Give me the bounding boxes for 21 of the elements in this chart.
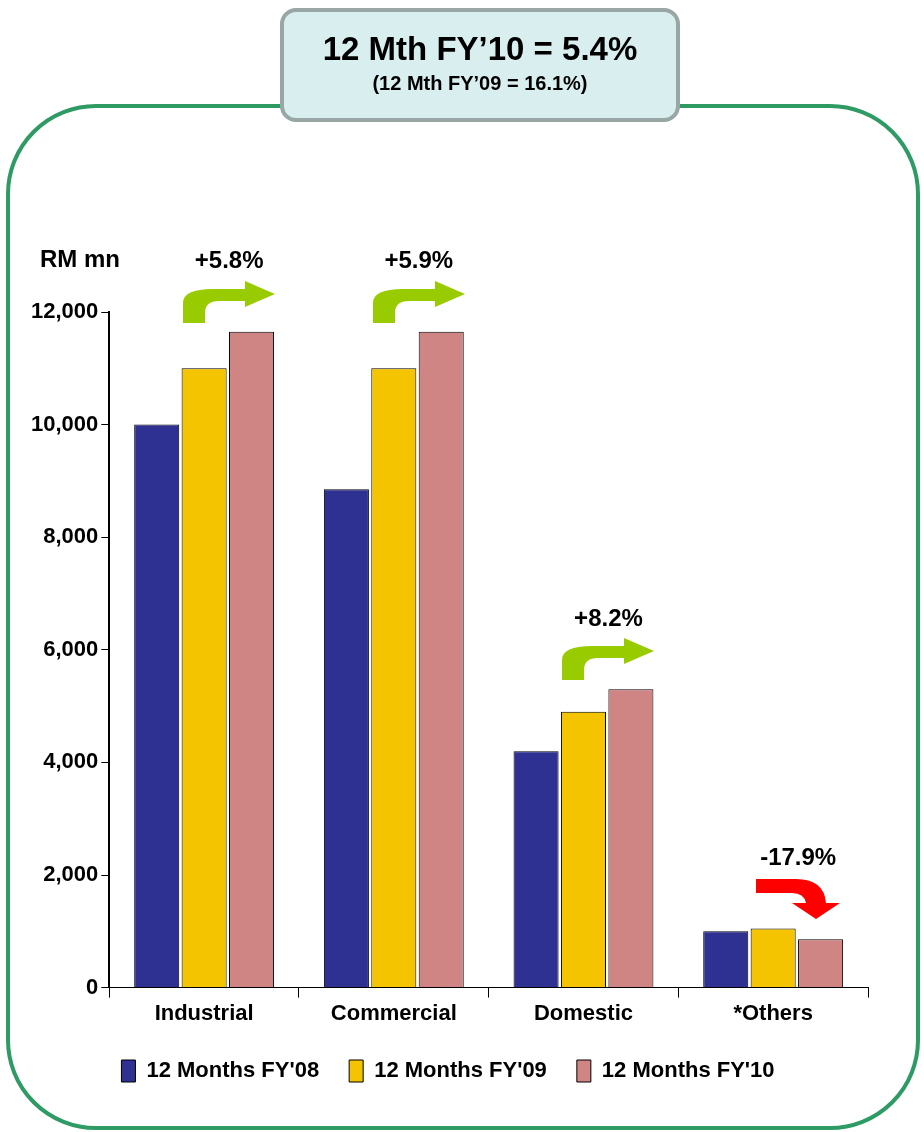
y-tick-label: 6,000 [43,635,99,661]
y-tick-label: 2,000 [43,861,99,887]
chart-subtitle: (12 Mth FY’09 = 16.1%) [371,72,589,95]
y-axis-title: RM mn [40,244,120,272]
x-tick-label: *Others [733,999,813,1025]
y-tick-label: 12,000 [30,298,99,324]
x-tick-label: Commercial [330,999,457,1025]
text: +5.9% [384,246,454,274]
annotation: -17.9% [760,843,837,871]
x-tick-label: Industrial [154,999,254,1025]
x-tick-label: Domestic [533,999,634,1025]
legend-label: 12 Months FY'10 [601,1057,775,1083]
annotation: +8.2% [574,603,643,631]
y-tick-label: 0 [86,973,99,999]
y-tick-label: 8,000 [43,523,99,549]
legend-label: 12 Months FY'08 [146,1057,320,1083]
y-tick-label: 4,000 [43,748,99,774]
legend-label: 12 Months FY'09 [374,1057,547,1083]
text: +5.8% [194,246,264,274]
chart-title: 12 Mth FY’10 = 5.4% [321,30,639,68]
y-tick-label: 10,000 [30,410,99,436]
